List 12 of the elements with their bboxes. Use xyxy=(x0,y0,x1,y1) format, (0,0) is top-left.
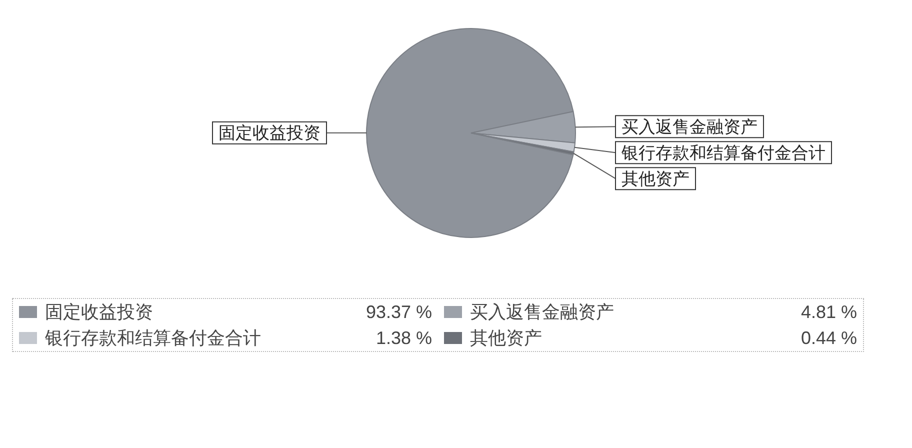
slice-label: 其他资产 xyxy=(622,169,690,188)
slice-label: 固定收益投资 xyxy=(218,124,320,143)
legend-label: 其他资产 xyxy=(470,327,543,350)
data-label: 93.37 % xyxy=(366,302,432,322)
data-label: 4.81 % xyxy=(800,302,857,322)
data-label: 1.38 % xyxy=(376,328,432,348)
legend-label: 固定收益投资 xyxy=(45,301,154,324)
legend-label: 银行存款和结算备付金合计 xyxy=(45,327,262,350)
slice-label: 买入返售金融资产 xyxy=(622,117,758,136)
slice-label: 银行存款和结算备付金合计 xyxy=(620,143,826,162)
data-label: 0.44 % xyxy=(800,328,857,348)
legend-label: 买入返售金融资产 xyxy=(470,301,615,324)
